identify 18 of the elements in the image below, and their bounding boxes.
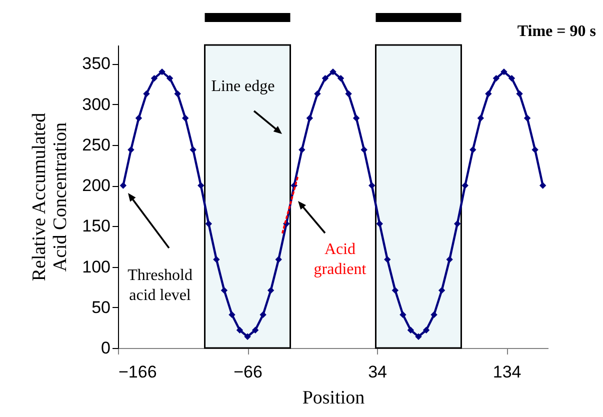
x-tick-label: −66 — [234, 362, 262, 382]
y-tick-label: 0 — [101, 338, 110, 358]
x-axis-title: Position — [302, 388, 366, 408]
y-tick-label: 350 — [82, 54, 110, 74]
annotation: Threshold acid level — [128, 267, 192, 304]
annotation: Acid gradient — [314, 241, 367, 278]
x-tick-label: −166 — [118, 362, 157, 382]
y-tick-label: 250 — [82, 135, 110, 154]
x-tick-label: 34 — [368, 362, 387, 382]
y-axis-title: Relative Accumulated Acid Concentration — [29, 112, 72, 282]
x-tick-label: 134 — [492, 362, 522, 382]
y-tick-label: 100 — [82, 257, 110, 276]
y-tick-label: 200 — [82, 176, 110, 196]
y-tick-label: 300 — [82, 94, 110, 114]
y-tick-label: 150 — [82, 216, 110, 236]
annotation: Line edge — [211, 78, 275, 95]
y-tick-label: 50 — [92, 298, 110, 317]
chart-title: Time = 90 s — [517, 23, 596, 40]
